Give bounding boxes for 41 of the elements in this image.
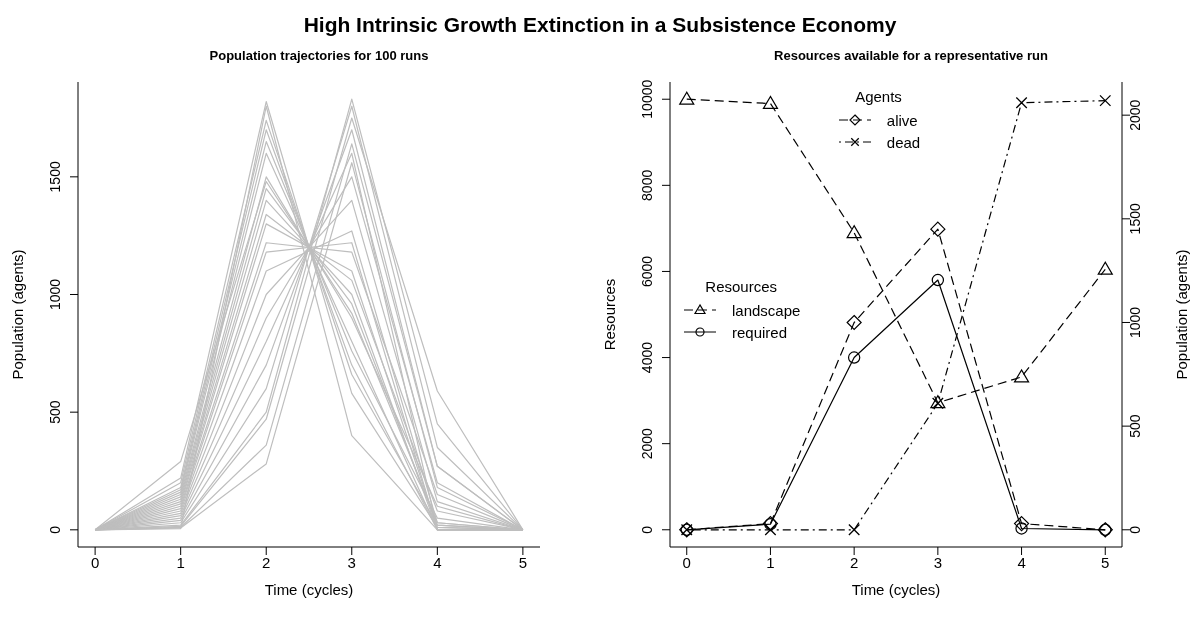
y-axis-title: Population (agents) [9,249,27,380]
legend-label: landscape [732,301,801,319]
x-tick-label: 5 [518,553,528,571]
y2-tick-label: 1000 [1127,306,1143,339]
text: Resources [705,278,778,295]
y-tick-label: 6000 [639,255,655,288]
x-axis-title: Time (cycles) [264,581,354,598]
x-tick-label: 1 [176,553,185,571]
x-tick-label: 3 [347,553,356,571]
x-tick-label: 5 [1101,553,1110,571]
x-tick-label: 4 [433,553,442,571]
legend-label: alive [886,111,918,129]
x-tick-label: 0 [682,553,691,571]
x-tick-label: 3 [933,553,943,571]
text: High Intrinsic Growth Extinction in a Subsistence Economy [302,12,898,38]
y2-tick-label: 1500 [1127,203,1143,235]
y-tick-label: 4000 [639,341,655,374]
y2-axis-title: Population (agents) [1173,249,1191,380]
y-axis-title: Resources [601,278,619,351]
y-tick-label: 500 [47,400,63,424]
y2-tick-label: 0 [1127,525,1143,534]
y-tick-label: 1000 [47,278,63,311]
chart-subtitle: Population trajectories for 100 runs [208,48,430,65]
legend-label: dead [886,133,921,151]
y-tick-label: 10000 [639,79,655,119]
x-tick-label: 2 [262,553,271,571]
x-axis-title: Time (cycles) [851,581,941,598]
y-tick-label: 8000 [639,169,655,201]
text: Agents [855,88,902,105]
x-tick-label: 0 [90,553,100,571]
legend-label: required [732,323,788,341]
y-tick-label: 1500 [47,161,63,193]
chart-subtitle: Resources available for a representative run [773,48,1049,65]
x-tick-label: 2 [849,553,859,571]
x-tick-label: 1 [766,553,775,571]
y2-tick-label: 500 [1127,414,1143,438]
y-tick-label: 2000 [639,427,655,460]
y-tick-label: 0 [639,525,655,534]
x-tick-label: 4 [1017,553,1026,571]
y-tick-label: 0 [47,525,63,534]
y2-tick-label: 2000 [1127,99,1143,131]
